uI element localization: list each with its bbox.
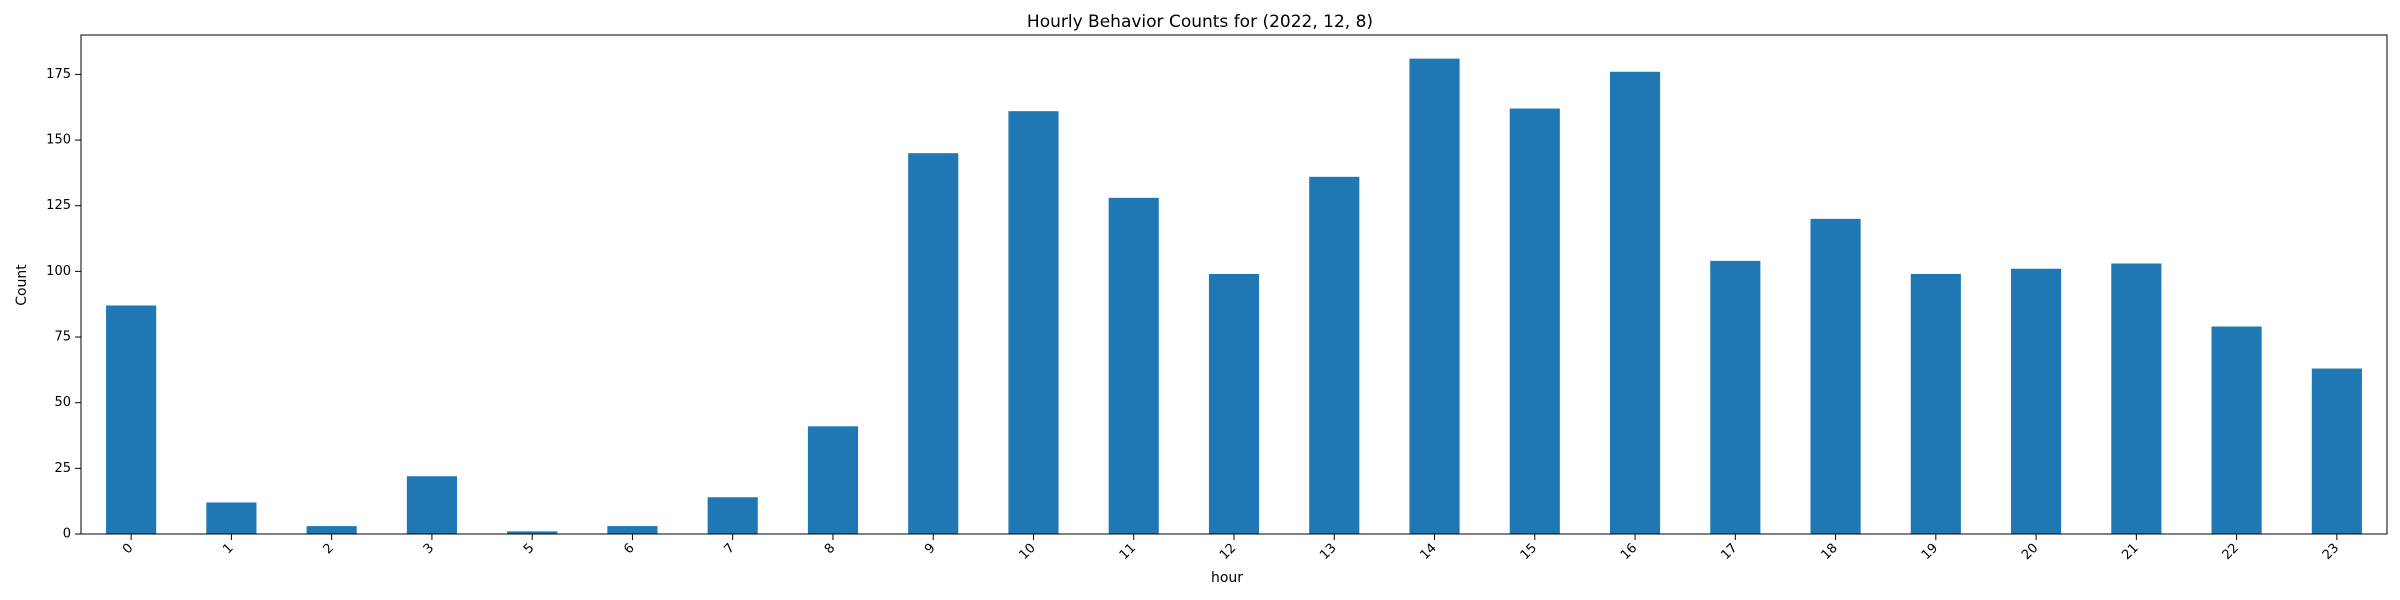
- x-tick-label: 12: [1217, 541, 1239, 563]
- x-tick-label: 6: [621, 541, 637, 557]
- x-tick-label: 16: [1618, 541, 1640, 563]
- x-tick-label: 18: [1819, 541, 1841, 563]
- x-tick-label: 2: [320, 541, 336, 557]
- y-tick-label: 50: [54, 395, 71, 410]
- x-tick-label: 9: [922, 541, 938, 557]
- x-axis: 0 1 2 3 5 6 7 8 9 10 11 12 13 14 15 16 17 18 19 20 21 22 23: [120, 534, 2342, 563]
- bar-hour-22: [2211, 326, 2262, 534]
- bar-hour-13: [1309, 176, 1360, 534]
- y-tick-label: 175: [46, 67, 71, 82]
- bar-hour-9: [908, 153, 959, 534]
- x-tick-label: 13: [1317, 541, 1339, 563]
- x-tick-label: 10: [1016, 541, 1038, 563]
- bars-group: [106, 58, 2362, 535]
- bar-hour-18: [1810, 218, 1861, 534]
- bar-hour-20: [2011, 268, 2062, 534]
- x-tick-label: 8: [822, 541, 838, 557]
- y-tick-label: 75: [54, 330, 71, 345]
- bar-hour-23: [2311, 368, 2362, 534]
- x-tick-label: 15: [1518, 541, 1540, 563]
- bar-hour-0: [106, 305, 157, 534]
- y-axis-label: Count: [14, 264, 30, 306]
- bar-hour-12: [1208, 273, 1260, 534]
- x-tick-label: 0: [120, 541, 136, 557]
- y-tick-label: 125: [46, 198, 71, 213]
- bar-hour-21: [2111, 263, 2162, 534]
- bar-hour-17: [1710, 260, 1761, 534]
- x-tick-label: 20: [2019, 541, 2041, 563]
- bar-hour-15: [1509, 108, 1560, 534]
- x-tick-label: 3: [421, 541, 437, 557]
- bar-hour-3: [406, 476, 457, 534]
- bar-hour-16: [1609, 71, 1661, 535]
- bar-hour-19: [1910, 273, 1961, 534]
- bar-hour-14: [1409, 58, 1460, 534]
- bar-hour-8: [807, 426, 859, 534]
- bar-hour-11: [1108, 197, 1159, 534]
- x-tick-label: 17: [1718, 541, 1740, 563]
- y-tick-label: 25: [54, 461, 71, 476]
- bar-hour-10: [1008, 111, 1059, 534]
- x-tick-label: 11: [1117, 541, 1139, 563]
- x-tick-label: 5: [521, 541, 537, 557]
- y-axis: 0 25 50 75 100 125 150 175: [46, 67, 81, 542]
- bar-hour-7: [707, 497, 758, 534]
- x-tick-label: 22: [2220, 541, 2242, 563]
- x-tick-label: 19: [1919, 541, 1941, 563]
- bar-hour-2: [306, 526, 357, 534]
- chart-title: Hourly Behavior Counts for (2022, 12, 8): [1027, 12, 1373, 32]
- y-tick-label: 100: [46, 264, 71, 279]
- y-tick-label: 0: [63, 527, 71, 542]
- bar-hour-6: [607, 526, 658, 534]
- x-tick-label: 1: [220, 541, 236, 557]
- bar-hour-1: [206, 502, 257, 534]
- plot-frame: [80, 34, 2388, 535]
- x-tick-label: 14: [1418, 541, 1440, 563]
- bar-hour-5: [507, 531, 558, 534]
- x-tick-label: 7: [722, 541, 738, 557]
- x-tick-label: 21: [2119, 541, 2141, 563]
- x-axis-label: hour: [1211, 570, 1243, 586]
- y-tick-label: 150: [46, 133, 71, 148]
- x-tick-label: 23: [2320, 541, 2342, 563]
